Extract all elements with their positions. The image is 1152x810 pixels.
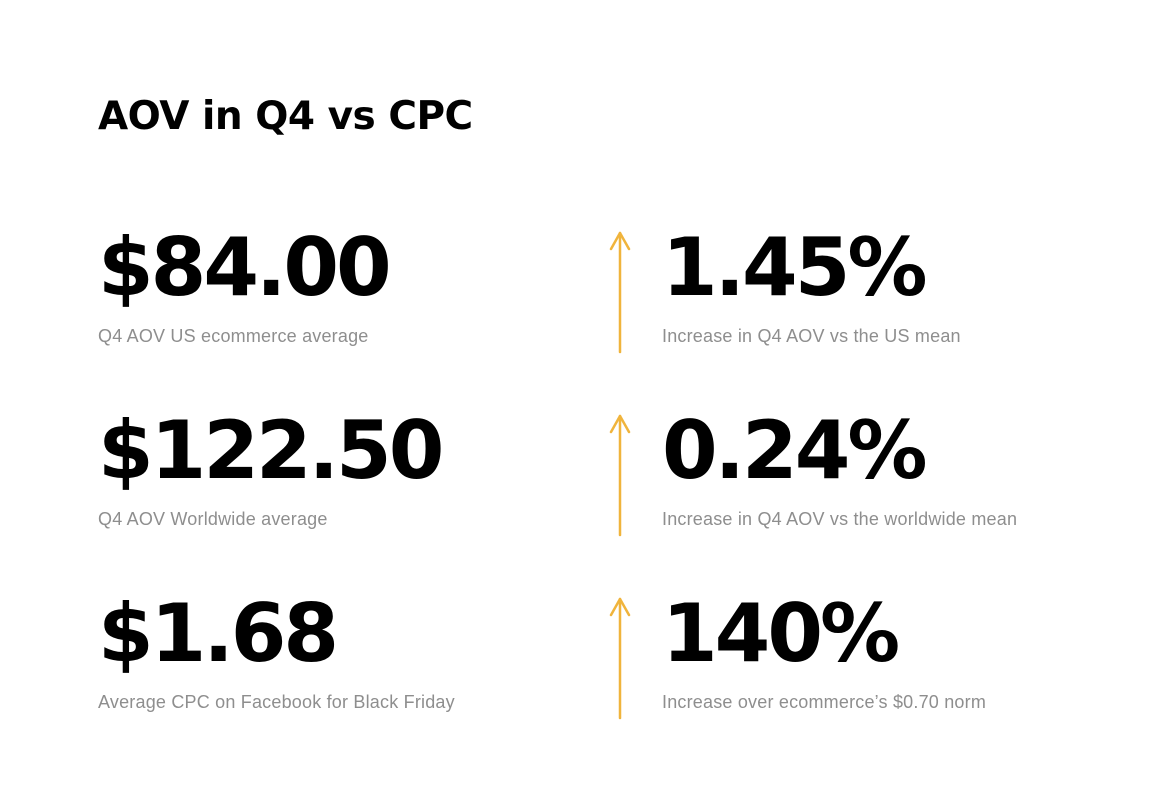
stat-caption: Increase in Q4 AOV vs the worldwide mean xyxy=(662,509,1018,529)
stat-worldwide-aov: $122.50 Q4 AOV Worldwide average xyxy=(98,404,444,531)
stat-us-aov: $84.00 Q4 AOV US ecommerce average xyxy=(98,221,392,348)
arrow-up-icon xyxy=(608,230,632,354)
stat-value: 1.45% xyxy=(662,221,928,314)
stat-value: $1.68 xyxy=(98,587,339,680)
stat-caption: Increase over ecommerce’s $0.70 norm xyxy=(662,692,987,712)
stat-value: $84.00 xyxy=(98,221,392,314)
arrow-up-icon xyxy=(608,596,632,720)
stat-caption: Q4 AOV US ecommerce average xyxy=(98,326,369,346)
stat-caption: Average CPC on Facebook for Black Friday xyxy=(98,692,455,712)
stat-value: 0.24% xyxy=(662,404,928,497)
stat-value: $122.50 xyxy=(98,404,444,497)
stat-facebook-cpc: $1.68 Average CPC on Facebook for Black … xyxy=(98,588,455,714)
page-title: AOV in Q4 vs CPC xyxy=(98,94,473,139)
stat-value: 140% xyxy=(662,587,900,680)
arrow-up-icon xyxy=(608,413,632,537)
stat-us-increase: 1.45% Increase in Q4 AOV vs the US mean xyxy=(662,222,961,348)
stat-caption: Increase in Q4 AOV vs the US mean xyxy=(662,326,961,346)
stat-worldwide-increase: 0.24% Increase in Q4 AOV vs the worldwid… xyxy=(662,405,1017,531)
stat-caption: Q4 AOV Worldwide average xyxy=(98,509,328,529)
stat-cpc-increase: 140% Increase over ecommerce’s $0.70 nor… xyxy=(662,588,986,714)
